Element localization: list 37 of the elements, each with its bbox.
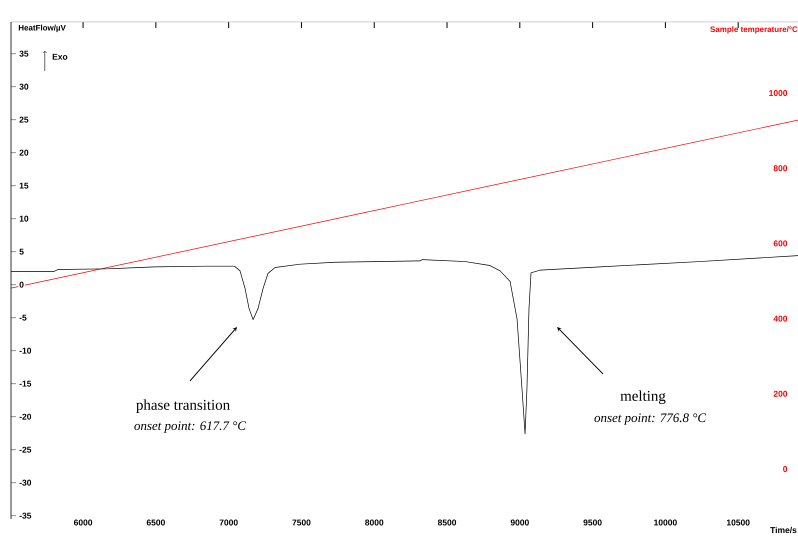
y2-tick-label: 0 xyxy=(783,466,788,472)
y2-tick-label: 600 xyxy=(774,240,788,246)
y2-tick-label: 800 xyxy=(774,165,788,172)
x-tick-label: 10500 xyxy=(726,520,750,526)
x-tick-label: 7000 xyxy=(220,520,238,526)
x-tick-label: 9500 xyxy=(583,520,602,526)
annotation: melting xyxy=(620,390,666,404)
y-tick-label: 30 xyxy=(19,84,28,90)
y-tick-label: -10 xyxy=(20,348,32,354)
y-tick-label: 15 xyxy=(20,182,28,189)
y-tick-label: -30 xyxy=(20,480,32,486)
annotation: phase transition xyxy=(136,399,230,413)
y-tick-label: 10 xyxy=(20,216,28,222)
y-tick-label: -25 xyxy=(20,446,32,453)
y2-tick-label: 400 xyxy=(773,316,788,322)
y-tick-label: 20 xyxy=(20,150,28,156)
y-tick-label: -20 xyxy=(20,414,32,420)
y-tick-label: 0 xyxy=(20,282,24,288)
y-tick-label: 25 xyxy=(20,116,28,123)
x-tick-label: 6000 xyxy=(74,520,92,526)
x-tick-label: 6500 xyxy=(146,520,165,526)
y-tick-label: 5 xyxy=(19,248,24,255)
x-tick-label: 7500 xyxy=(292,520,311,526)
y-tick-label: -5 xyxy=(20,314,26,321)
x-tick-label: 8000 xyxy=(365,520,384,526)
annotation: Exo xyxy=(52,54,68,60)
annotation: onset point: 617.7 °C xyxy=(134,421,246,433)
x-axis-title: Time/s xyxy=(770,526,796,534)
y-tick-label: -35 xyxy=(20,512,32,519)
x-tick-label: 10000 xyxy=(654,520,677,526)
y-tick-label: 35 xyxy=(19,50,28,57)
y2-tick-label: 200 xyxy=(774,390,788,397)
y2-tick-label: 1000 xyxy=(769,90,788,96)
annotation: onset point: 776.8 °C xyxy=(594,413,706,425)
x-tick-label: 8500 xyxy=(438,520,456,526)
y-tick-label: -15 xyxy=(20,380,32,387)
x-tick-label: 9000 xyxy=(510,520,529,526)
